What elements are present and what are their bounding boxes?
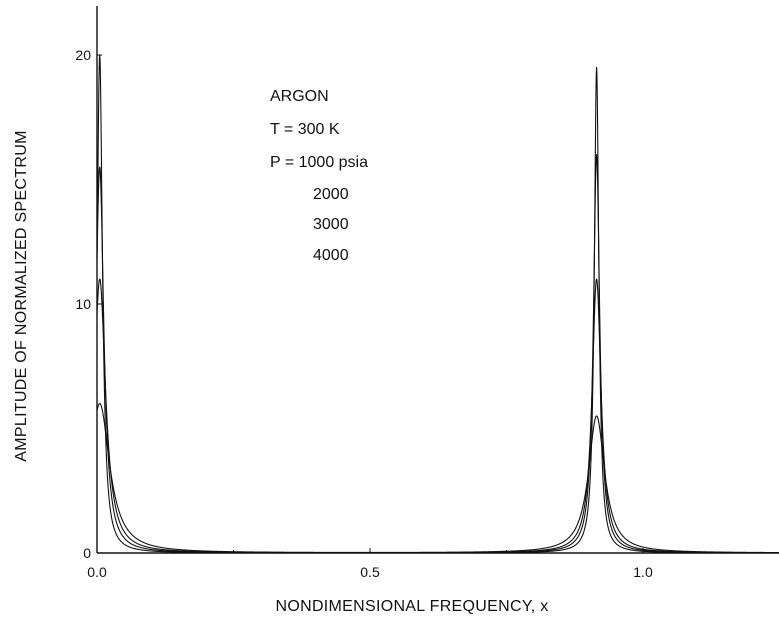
y-axis-title: AMPLITUDE OF NORMALIZED SPECTRUM — [13, 130, 30, 461]
tick-layer: 0.0 0.5 1.0 0 10 20 — [75, 47, 653, 580]
x-tick-label: 0.0 — [87, 564, 107, 580]
annotation-line-pressure-1000: P = 1000 psia — [270, 154, 368, 171]
y-tick-label: 0 — [83, 545, 91, 561]
x-tick-label: 0.5 — [360, 564, 380, 580]
axes — [96, 6, 779, 554]
series-layer — [96, 54, 779, 554]
annotation-block: ARGON T = 300 K P = 1000 psia 2000 3000 … — [270, 88, 368, 264]
series-line-3 — [96, 278, 779, 554]
y-tick-label: 20 — [75, 47, 91, 63]
y-tick-label: 10 — [75, 296, 91, 312]
annotation-line-pressure-3000: 3000 — [313, 216, 349, 233]
annotation-line-pressure-4000: 4000 — [313, 247, 349, 264]
annotation-line-pressure-2000: 2000 — [313, 186, 349, 203]
x-tick-label: 1.0 — [633, 564, 653, 580]
annotation-line-temperature: T = 300 K — [270, 121, 340, 138]
series-line-4 — [96, 403, 779, 554]
series-line-1 — [96, 54, 779, 554]
series-line-2 — [96, 154, 779, 554]
annotation-line-gas: ARGON — [270, 88, 329, 105]
x-axis-title: NONDIMENSIONAL FREQUENCY, x — [275, 598, 548, 615]
